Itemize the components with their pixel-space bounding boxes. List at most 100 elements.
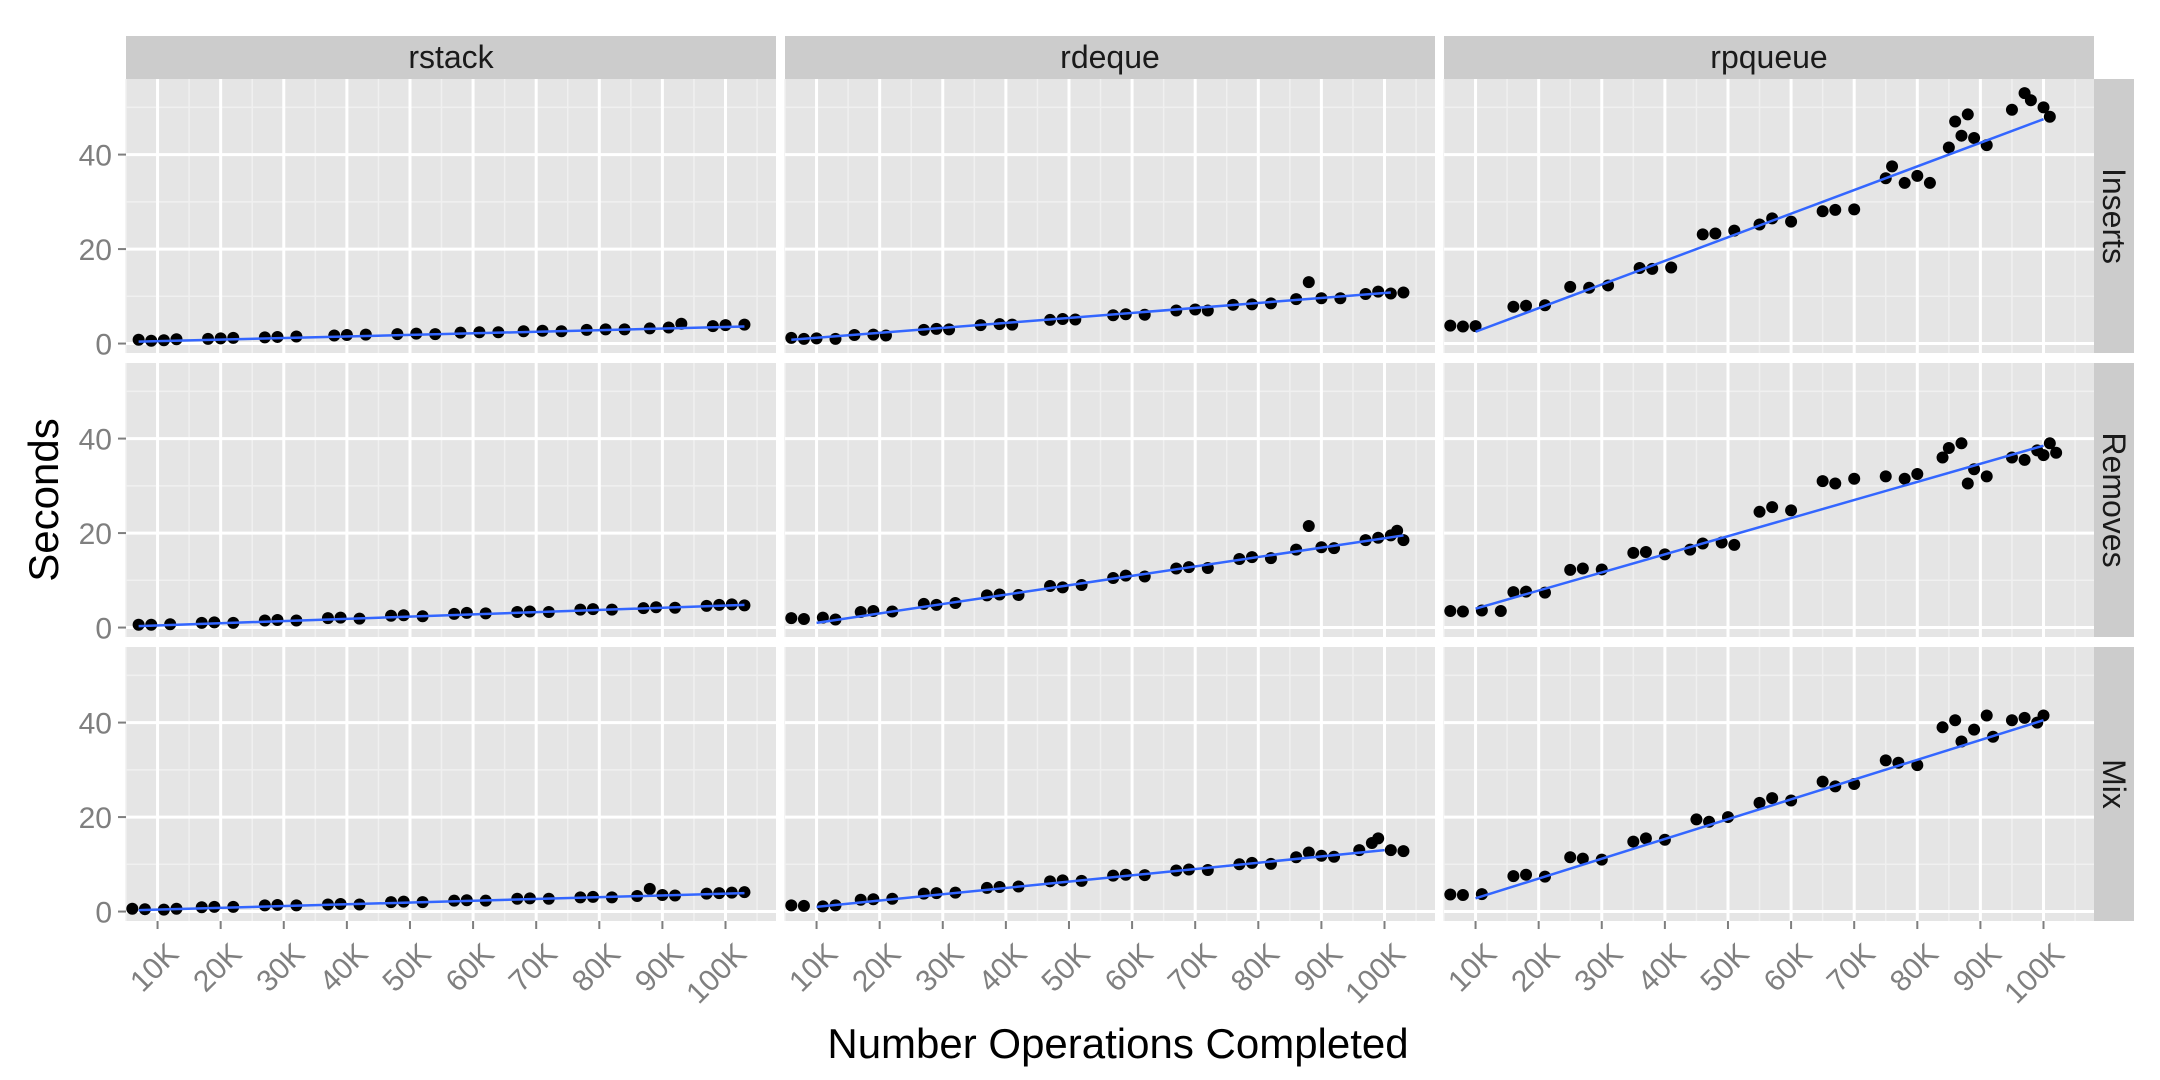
data-point [1949,115,1962,128]
x-axis-title: Number Operations Completed [827,1020,1408,1067]
data-point [2043,110,2056,123]
data-point [1961,477,1974,490]
x-tick-label: 70K [503,937,564,998]
data-point [1955,437,1968,450]
data-point [1968,723,1981,736]
data-point [271,330,284,343]
data-point [321,612,334,625]
data-point [1949,714,1962,727]
y-tick-label: 0 [95,613,112,646]
data-point [1372,285,1385,298]
x-tick-label: 20K [187,937,248,998]
data-point [738,318,751,331]
panel-background [1444,363,2094,637]
data-point [1753,505,1766,518]
data-point [132,333,145,346]
data-point [1696,228,1709,241]
panel-background [126,647,776,921]
row-strip-label: Removes [2096,432,2132,567]
data-point [1879,754,1892,767]
series-rstack-removes [132,598,751,631]
panels-layer [125,79,2094,921]
panel-background [785,363,1435,637]
data-point [1627,835,1640,848]
data-point [328,329,341,342]
data-point [1507,586,1520,599]
row-strip-label: Mix [2096,759,2132,809]
fit-line [816,848,1385,909]
fit-line [1475,444,2044,610]
column-strips: rstack rdeque rpqueue [126,36,2094,79]
data-point [917,887,930,900]
data-point [1564,851,1577,864]
data-point [1044,875,1057,888]
data-point [1444,605,1457,618]
data-point [1911,468,1924,481]
column-strip-rstack [126,36,776,79]
x-tick-label: 40K [972,937,1033,998]
data-point [1911,169,1924,182]
series-rdeque-removes [785,519,1410,626]
data-point [1816,775,1829,788]
data-point [1785,504,1798,517]
data-point [1444,319,1457,332]
y-tick-label: 40 [79,140,112,173]
data-point [2037,101,2050,114]
y-axes: 0 20 40 0 20 40 0 20 40 [79,140,126,930]
data-point [738,886,751,899]
data-point [1520,868,1533,881]
data-point [385,609,398,622]
data-point [1189,303,1202,316]
data-point [1898,176,1911,189]
panel-rpqueue-removes [1443,363,2094,637]
fit-line [1475,719,2044,900]
data-point [797,613,810,626]
column-strip-label: rpqueue [1710,39,1827,75]
y-tick-label: 20 [79,234,112,267]
fit-line [816,534,1404,625]
series-rstack-mix [126,882,751,916]
row-strip-mix [2094,647,2134,921]
data-point [1942,442,1955,455]
data-point [1816,205,1829,218]
data-point [1056,874,1069,887]
data-point [1785,215,1798,228]
row-strip-inserts [2094,79,2134,353]
fit-line [138,891,745,912]
data-point [2018,453,2031,466]
panel-rpqueue-inserts [1443,79,2094,353]
x-tick-label: 80K [1225,937,1286,998]
data-point [340,329,353,342]
data-point [1728,538,1741,551]
data-point [132,618,145,631]
x-tick-label: 70K [1162,937,1223,998]
data-point [980,589,993,602]
data-point [1816,475,1829,488]
data-point [1898,472,1911,485]
x-tick-label: 20K [846,937,907,998]
data-point [1006,318,1019,331]
data-point [785,331,798,344]
data-point [1119,868,1132,881]
panel-background [785,79,1435,353]
data-point [1469,320,1482,333]
data-point [1936,721,1949,734]
data-point [943,323,956,336]
column-strip-label: rstack [408,39,494,75]
series-rpqueue-mix [1444,709,2050,902]
data-point [1264,857,1277,870]
data-point [126,902,139,915]
data-point [1936,451,1949,464]
data-point [214,332,227,345]
panel-rstack-mix [125,647,776,921]
data-point [980,881,993,894]
panel-background [126,363,776,637]
data-point [1576,852,1589,865]
panel-background [126,79,776,353]
data-point [1264,297,1277,310]
row-strip-label: Inserts [2096,168,2132,264]
x-tick-label: 100K [1998,937,2071,1010]
y-axis-title: Seconds [20,418,67,581]
data-point [829,332,842,345]
